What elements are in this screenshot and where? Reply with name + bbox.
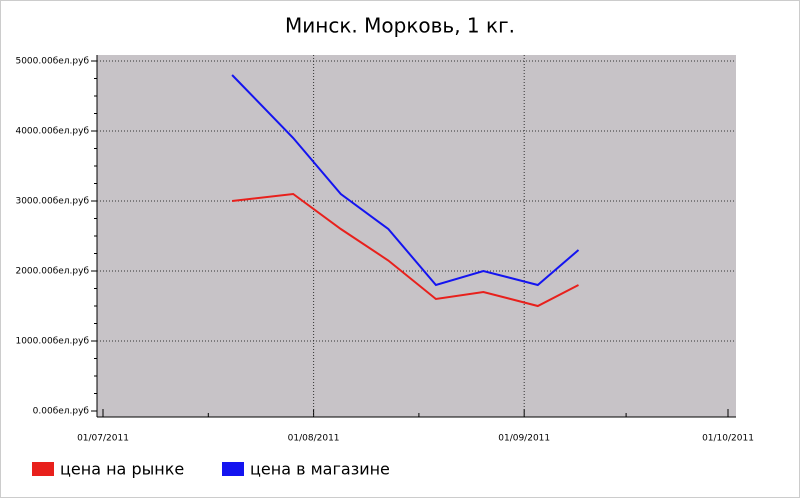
x-tick-label: 01/09/2011 [498,434,550,444]
y-tick-label: 1000.00бел.руб [15,337,89,347]
y-tick-label: 4000.00бел.руб [15,127,89,137]
y-tick-label: 2000.00бел.руб [15,267,89,277]
x-tick-label: 01/08/2011 [288,434,340,444]
plot-area [97,55,736,417]
legend-label: цена в магазине [250,460,390,479]
legend-swatch [32,462,54,476]
legend-swatch [222,462,244,476]
y-tick-label: 5000.00бел.руб [15,57,89,67]
legend-label: цена на рынке [60,460,184,479]
y-tick-label: 0.00бел.руб [33,407,90,417]
y-tick-label: 3000.00бел.руб [15,197,89,207]
x-tick-label: 01/07/2011 [77,434,129,444]
line-series [231,192,579,308]
chart-title: Минск. Морковь, 1 кг. [285,14,515,38]
line-series [231,74,580,287]
x-tick-label: 01/10/2011 [702,434,754,444]
